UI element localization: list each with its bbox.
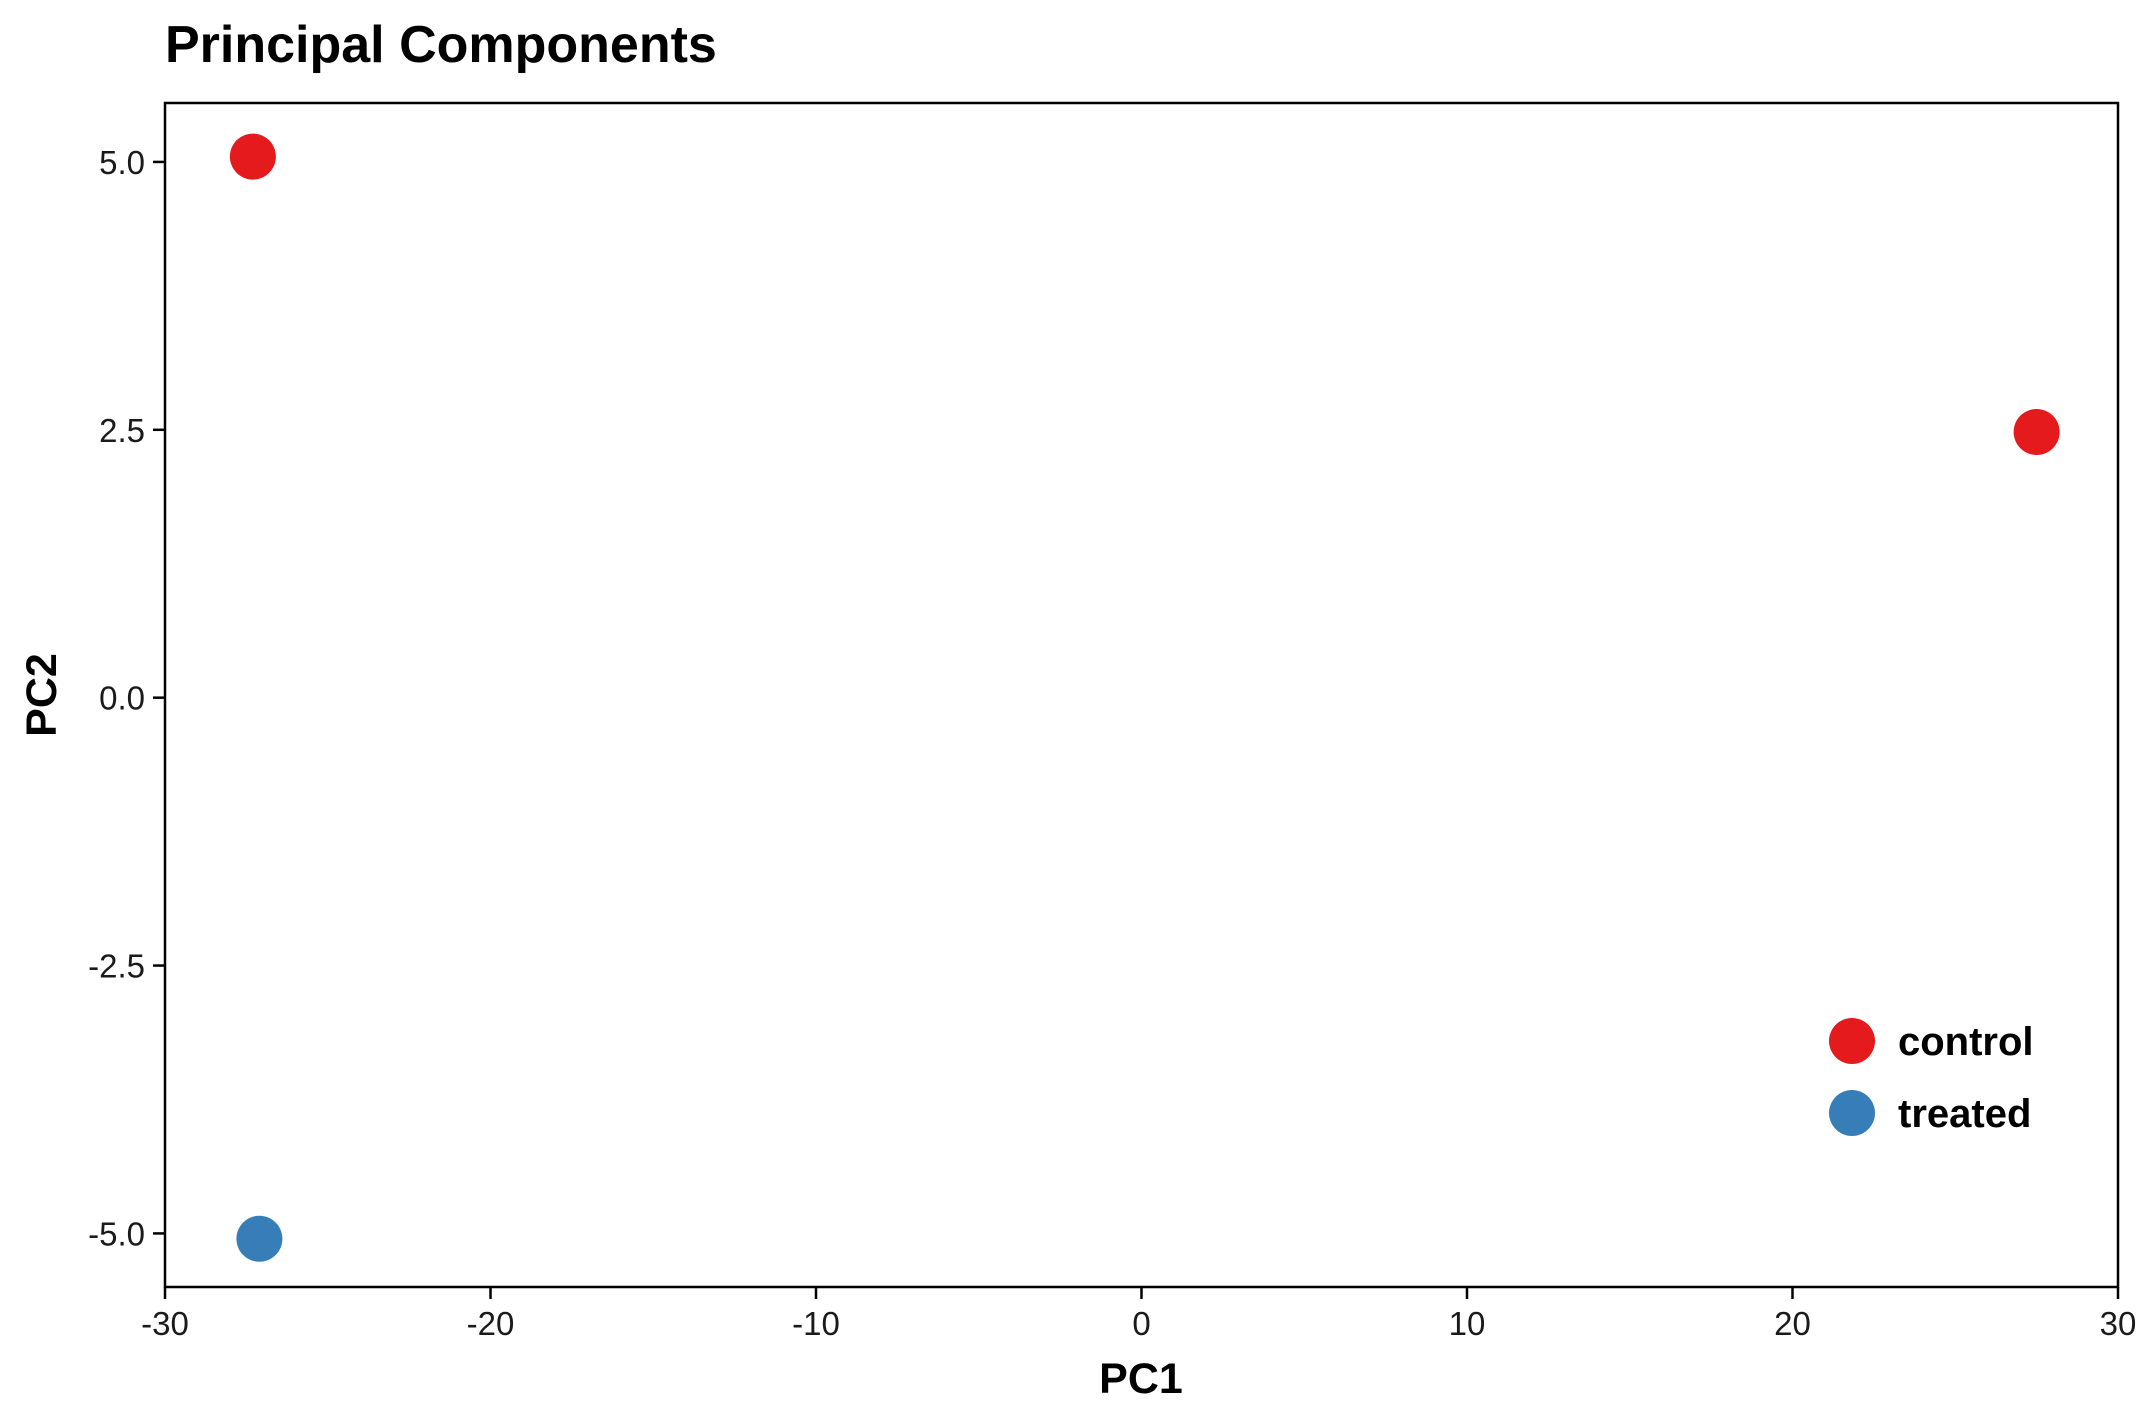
legend-key-control bbox=[1829, 1018, 1875, 1064]
x-tick-label: 10 bbox=[1449, 1305, 1486, 1342]
x-tick-label: -30 bbox=[141, 1305, 189, 1342]
x-tick-label: -10 bbox=[792, 1305, 840, 1342]
data-point-treated bbox=[236, 1215, 283, 1262]
x-tick-label: 0 bbox=[1132, 1305, 1150, 1342]
x-tick-label: -20 bbox=[467, 1305, 515, 1342]
legend-label-treated: treated bbox=[1898, 1092, 2031, 1136]
x-tick-label: 30 bbox=[2100, 1305, 2137, 1342]
data-points bbox=[229, 133, 2060, 1262]
legend-label-control: control bbox=[1898, 1020, 2034, 1064]
data-point-control bbox=[2013, 408, 2060, 455]
legend-key-treated bbox=[1829, 1090, 1875, 1136]
y-tick-label: -5.0 bbox=[88, 1215, 145, 1252]
x-axis-title: PC1 bbox=[1099, 1355, 1183, 1403]
y-tick-label: 5.0 bbox=[99, 144, 145, 181]
plot-panel-border bbox=[163, 101, 2120, 1289]
y-axis-title: PC2 bbox=[18, 653, 66, 737]
y-axis-ticks: 5.0 2.5 0.0 -2.5 -5.0 bbox=[88, 144, 165, 1252]
y-tick-label: -2.5 bbox=[88, 948, 145, 985]
x-axis-ticks: -30 -20 -10 0 10 20 30 bbox=[141, 1287, 2136, 1342]
legend: control treated bbox=[1829, 1018, 2034, 1136]
y-tick-label: 0.0 bbox=[99, 680, 145, 717]
x-tick-label: 20 bbox=[1774, 1305, 1811, 1342]
y-tick-label: 2.5 bbox=[99, 412, 145, 449]
data-point-control bbox=[229, 133, 276, 180]
chart-title: Principal Components bbox=[165, 16, 717, 74]
